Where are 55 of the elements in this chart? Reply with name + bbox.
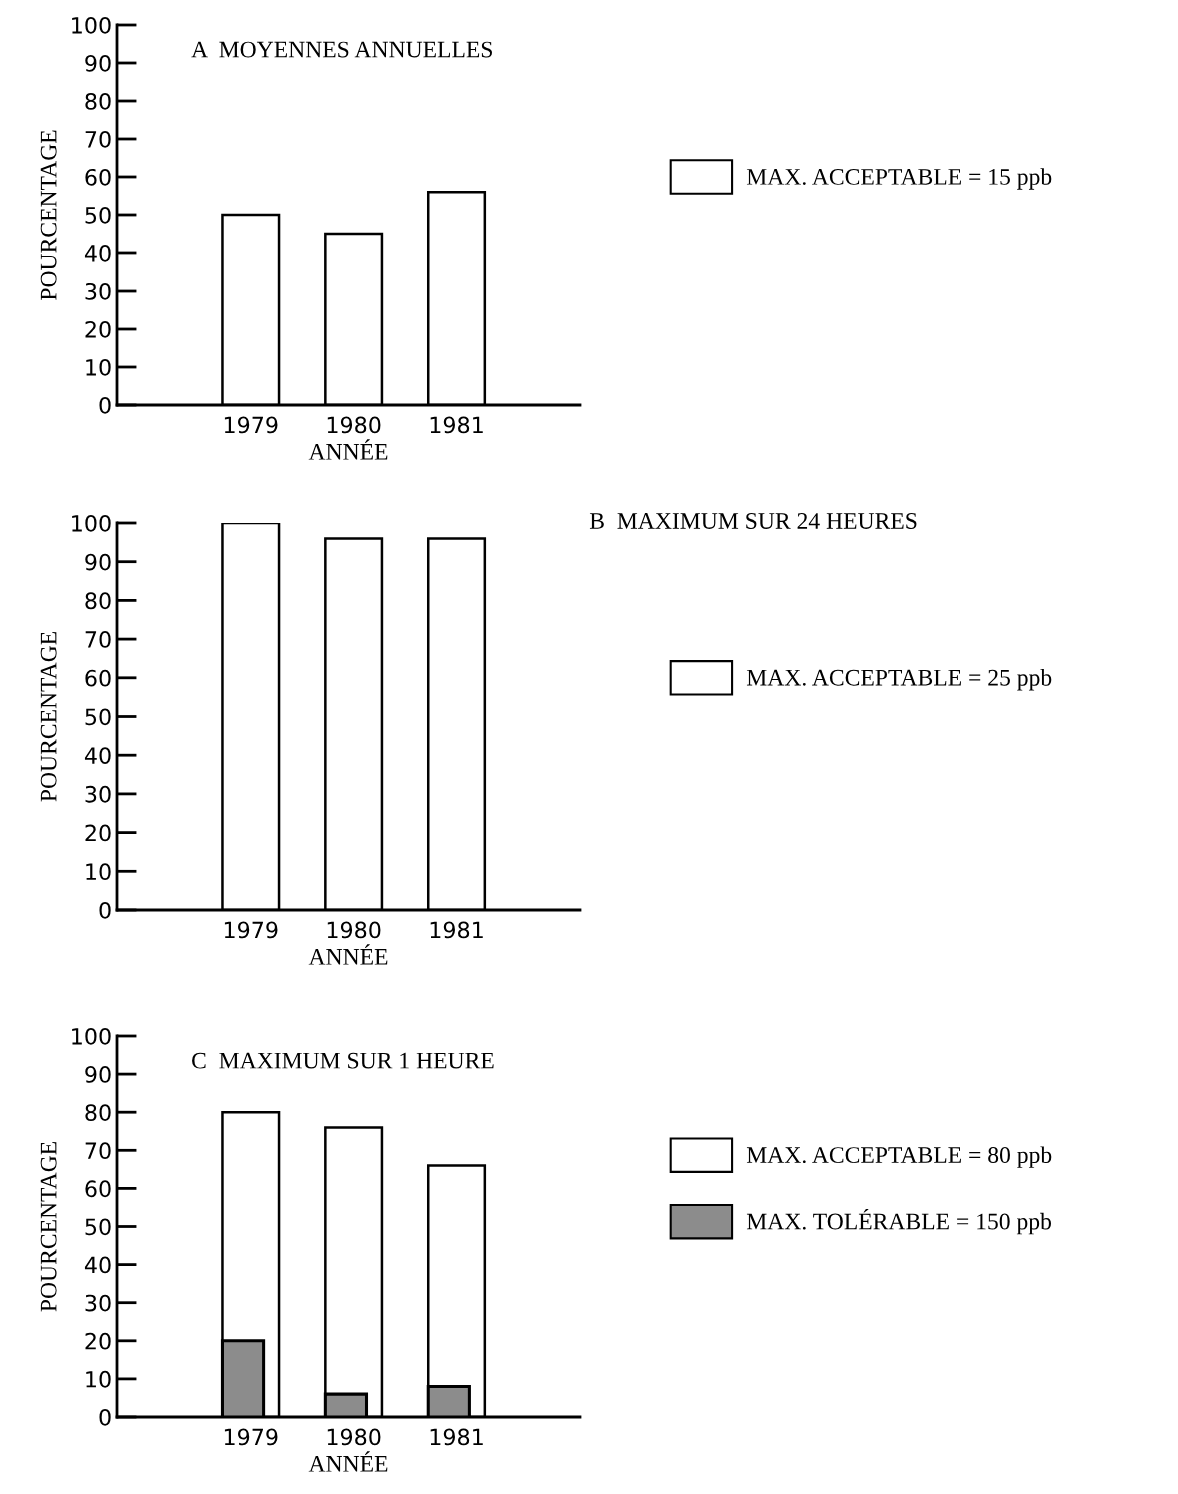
y-tick-label: 0 <box>99 1408 111 1426</box>
y-tick-label: 40 <box>84 1256 111 1274</box>
y-tick-label: 50 <box>85 1218 111 1236</box>
y-tick-label: 40 <box>84 244 111 262</box>
y-tick-label: 20 <box>85 1332 111 1350</box>
y-tick-label: 90 <box>85 54 111 72</box>
y-tick-label: 20 <box>85 824 111 842</box>
y-tick-label: 30 <box>85 785 111 803</box>
x-axis-title: ANNÉE <box>308 1451 388 1472</box>
y-tick-label: 80 <box>85 92 111 110</box>
y-tick-label: 60 <box>85 1180 111 1198</box>
y-tick-label: 100 <box>72 1027 111 1045</box>
x-tick-label: 1980 <box>327 416 381 434</box>
x-tick-label: 1980 <box>327 921 381 939</box>
x-tick-label: 1979 <box>224 1428 278 1446</box>
text: C MAXIMUM SUR 1 HEURE <box>192 1052 494 1069</box>
legend-label: MAX. TOLÉRABLE = 150 ppb <box>746 1209 1051 1235</box>
x-tick-label: 1981 <box>430 416 483 434</box>
x-tick-label: 1979 <box>224 921 278 939</box>
y-axis-title: POURCENTAGE <box>40 1142 57 1312</box>
y-tick-label: 70 <box>85 130 111 148</box>
x-tick-label: 1981 <box>430 921 483 939</box>
y-axis-title: POURCENTAGE <box>40 632 57 802</box>
y-tick-label: 90 <box>85 1066 111 1083</box>
x-tick-label: 1980 <box>327 1428 381 1446</box>
y-axis-title: POURCENTAGE <box>40 130 57 300</box>
y-tick-label: 0 <box>99 396 111 414</box>
text: A MOYENNES ANNUELLES <box>191 41 492 58</box>
y-tick-label: 80 <box>85 1104 111 1121</box>
y-tick-label: 80 <box>85 592 111 610</box>
y-tick-label: 70 <box>85 1142 111 1160</box>
legend-label: MAX. ACCEPTABLE = 15 ppb <box>746 168 1052 190</box>
x-tick-label: 1981 <box>430 1428 483 1446</box>
text: MAX. ACCEPTABLE = 25 ppb <box>746 669 1052 691</box>
y-tick-label: 40 <box>84 747 111 764</box>
y-tick-label: 90 <box>85 553 111 571</box>
y-tick-label: 20 <box>85 320 111 338</box>
y-tick-label: 60 <box>85 168 111 186</box>
y-tick-label: 30 <box>85 282 111 300</box>
x-tick-label: 1979 <box>224 416 278 434</box>
y-tick-label: 10 <box>86 863 111 881</box>
y-tick-label: 60 <box>85 669 111 687</box>
text: B MAXIMUM SUR 24 HEURES <box>589 513 917 529</box>
legend-label: MAX. ACCEPTABLE = 80 ppb <box>746 1146 1052 1168</box>
y-tick-label: 70 <box>85 631 111 648</box>
y-tick-label: 30 <box>85 1294 111 1312</box>
y-tick-label: 100 <box>72 16 111 34</box>
x-axis-title: ANNÉE <box>308 439 388 460</box>
y-tick-label: 100 <box>72 514 111 532</box>
y-tick-label: 0 <box>99 901 111 919</box>
y-tick-label: 50 <box>85 206 111 224</box>
y-tick-label: 10 <box>86 358 111 376</box>
y-tick-label: 10 <box>86 1370 111 1388</box>
x-axis-title: ANNÉE <box>308 944 388 965</box>
y-tick-label: 50 <box>85 708 111 726</box>
